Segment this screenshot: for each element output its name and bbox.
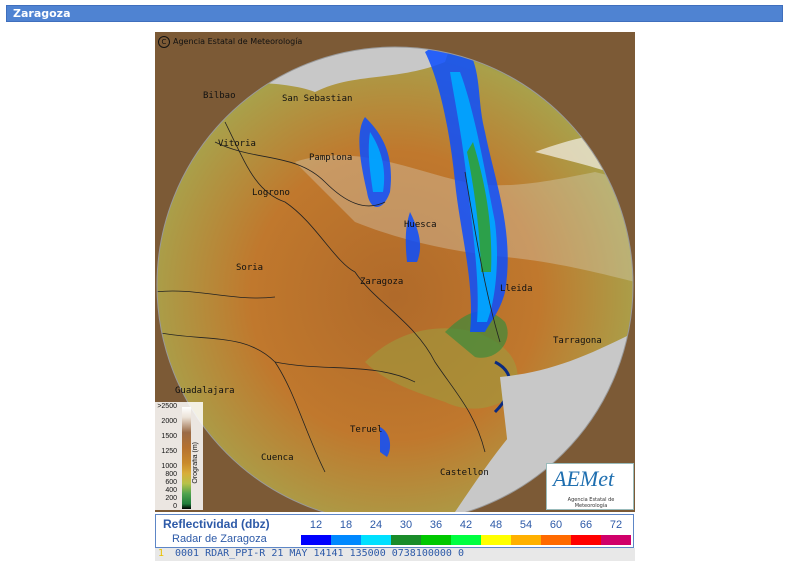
legend-value-36: 36 bbox=[429, 519, 443, 531]
page-title: Zaragoza bbox=[13, 7, 71, 20]
orography-level: 400 bbox=[165, 487, 177, 494]
status-line: 1 0001 RDAR_PPI-R 21 MAY 14141 135000 07… bbox=[155, 548, 635, 561]
legend-swatch-36 bbox=[421, 535, 451, 545]
legend-swatch-30 bbox=[391, 535, 421, 545]
city-label-huesca: Huesca bbox=[404, 220, 437, 230]
title-bar: Zaragoza bbox=[6, 5, 783, 22]
legend-swatches bbox=[301, 535, 631, 545]
status-marker: 1 bbox=[158, 548, 165, 559]
city-label-castellon: Castellon bbox=[440, 468, 489, 478]
legend-value-42: 42 bbox=[459, 519, 473, 531]
orography-level: 1000 bbox=[161, 463, 177, 470]
city-label-tarragona: Tarragona bbox=[553, 336, 602, 346]
copyright-notice: C Agencia Estatal de Meteorología bbox=[158, 36, 302, 48]
city-label-soria: Soria bbox=[236, 263, 264, 273]
orography-color-bar bbox=[182, 407, 191, 509]
legend-swatch-12 bbox=[301, 535, 331, 545]
aemet-logo-mark: AEMet bbox=[553, 466, 615, 491]
legend-value-48: 48 bbox=[489, 519, 503, 531]
orography-level: 1250 bbox=[161, 448, 177, 455]
radar-image bbox=[155, 32, 635, 512]
legend-swatch-18 bbox=[331, 535, 361, 545]
aemet-logo: AEMet Agencia Estatal de Meteorología bbox=[546, 463, 634, 510]
legend-swatch-72 bbox=[601, 535, 631, 545]
legend-swatch-42 bbox=[451, 535, 481, 545]
city-label-lleida: Lleida bbox=[500, 284, 533, 294]
legend-title: Reflectividad (dbz) bbox=[163, 517, 270, 531]
legend-swatch-60 bbox=[541, 535, 571, 545]
copyright-text: Agencia Estatal de Meteorología bbox=[173, 37, 303, 46]
orography-level: 600 bbox=[165, 479, 177, 486]
legend-swatch-24 bbox=[361, 535, 391, 545]
legend-value-18: 18 bbox=[339, 519, 353, 531]
status-text: 0001 RDAR_PPI-R 21 MAY 14141 135000 0738… bbox=[175, 548, 464, 559]
legend-swatch-48 bbox=[481, 535, 511, 545]
legend-value-30: 30 bbox=[399, 519, 413, 531]
city-label-logrono: Logrono bbox=[252, 188, 290, 198]
legend-value-24: 24 bbox=[369, 519, 383, 531]
orography-level: 800 bbox=[165, 471, 177, 478]
legend-subtitle: Radar de Zaragoza bbox=[172, 533, 267, 545]
legend-swatch-66 bbox=[571, 535, 601, 545]
city-label-teruel: Teruel bbox=[350, 425, 383, 435]
orography-level: 200 bbox=[165, 495, 177, 502]
copyright-icon: C bbox=[158, 36, 170, 48]
radar-map bbox=[155, 32, 635, 512]
city-label-pamplona: Pamplona bbox=[309, 153, 353, 163]
legend-value-12: 12 bbox=[309, 519, 323, 531]
orography-level: >2500 bbox=[157, 403, 177, 410]
city-label-vitoria: Vitoria bbox=[218, 139, 256, 149]
orography-level: 1500 bbox=[161, 433, 177, 440]
legend-value-60: 60 bbox=[549, 519, 563, 531]
legend-values: 12 18 24 30 36 42 48 54 60 66 72 bbox=[301, 519, 631, 531]
city-label-san-sebastian: San Sebastian bbox=[282, 94, 353, 104]
city-label-guadalajara: Guadalajara bbox=[175, 386, 235, 396]
orography-scale: >2500 2000 1500 1250 1000 800 600 400 20… bbox=[155, 402, 203, 510]
legend-value-72: 72 bbox=[609, 519, 623, 531]
city-label-bilbao: Bilbao bbox=[203, 91, 236, 101]
orography-title: Orografia (m) bbox=[192, 442, 199, 484]
legend-value-54: 54 bbox=[519, 519, 533, 531]
orography-level: 2000 bbox=[161, 418, 177, 425]
legend-value-66: 66 bbox=[579, 519, 593, 531]
city-label-cuenca: Cuenca bbox=[261, 453, 294, 463]
orography-level: 0 bbox=[173, 503, 177, 510]
aemet-logo-subtitle: Agencia Estatal de Meteorología bbox=[567, 497, 615, 509]
reflectivity-legend: Reflectividad (dbz) Radar de Zaragoza 12… bbox=[155, 514, 634, 548]
city-label-zaragoza: Zaragoza bbox=[360, 277, 404, 287]
legend-swatch-54 bbox=[511, 535, 541, 545]
